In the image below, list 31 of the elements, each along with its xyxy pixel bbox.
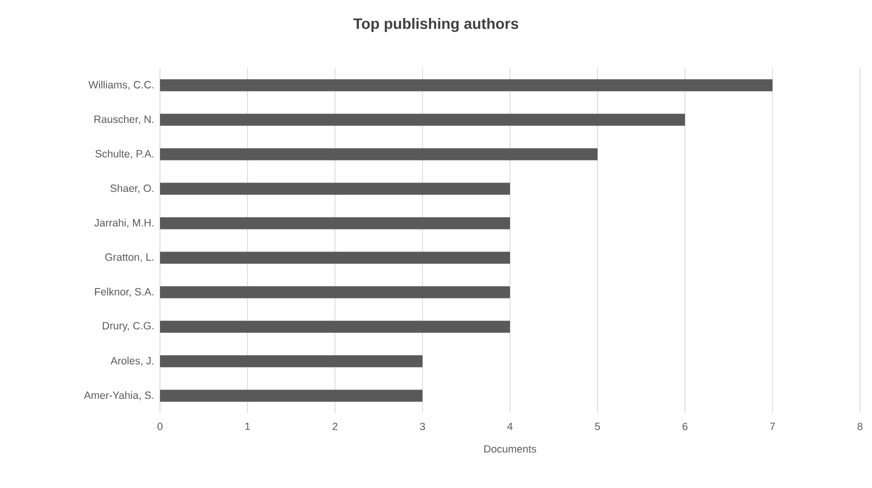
y-tick-label: Gratton, L. <box>105 253 154 262</box>
y-tick-label: Felknor, S.A. <box>95 288 154 297</box>
bar <box>160 355 423 368</box>
y-tick-label: Schulte, P.A. <box>95 150 154 159</box>
y-tick-label: Rauscher, N. <box>94 115 154 124</box>
bar <box>160 217 510 230</box>
bar <box>160 182 510 195</box>
x-tick-label: 8 <box>858 422 862 430</box>
bar <box>160 320 510 333</box>
x-tick-label: 7 <box>770 422 775 430</box>
bar <box>160 148 598 160</box>
x-tick-label: 6 <box>682 422 688 430</box>
y-tick-label: Drury, C.G. <box>102 322 154 332</box>
bar <box>160 79 773 92</box>
y-tick-label: Williams, C.C. <box>88 80 154 90</box>
y-tick-label: Jarrahi, M.H. <box>94 218 154 228</box>
y-tick-label: Amer-Yahia, S. <box>84 391 154 400</box>
x-tick-label: 3 <box>420 422 425 430</box>
bar <box>160 286 510 298</box>
x-tick-label: 5 <box>595 422 600 430</box>
chart-title: Top publishing authors <box>353 18 518 32</box>
bar <box>160 114 686 126</box>
x-tick-label: 2 <box>332 422 338 430</box>
y-tick-label: Aroles, J. <box>110 356 154 366</box>
x-tick-label: 0 <box>157 422 163 430</box>
bar <box>160 252 510 264</box>
y-tick-label: Shaer, O. <box>110 184 154 194</box>
x-tick-label: 1 <box>245 422 250 430</box>
bar <box>160 390 423 402</box>
x-tick-label: 4 <box>507 422 513 430</box>
x-axis-title: Documents <box>484 445 536 453</box>
